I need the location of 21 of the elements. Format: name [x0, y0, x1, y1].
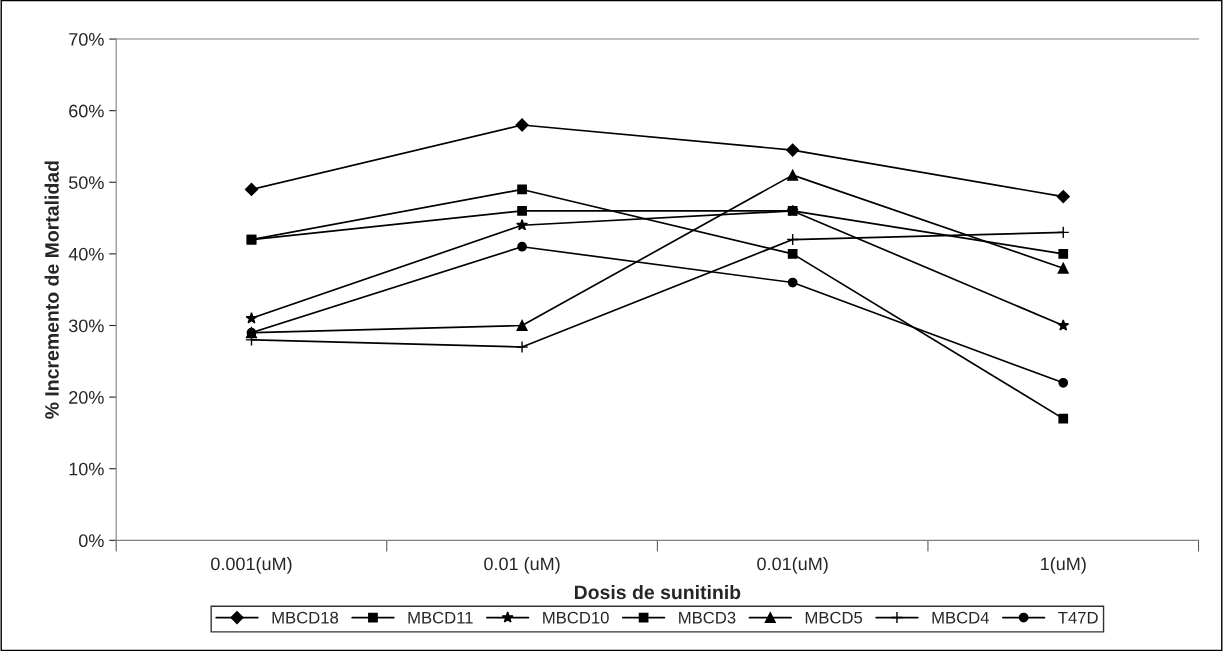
x-tick-label: 0.01 (uM)	[484, 557, 560, 574]
x-tick-label: 0.01(uM)	[757, 557, 828, 574]
legend-label: MBCD4	[932, 611, 989, 624]
legend-label: MBCD10	[543, 611, 609, 624]
y-tick-label: 40%	[68, 247, 104, 261]
legend-label: T47D	[1058, 611, 1098, 624]
y-tick-label: 50%	[68, 176, 104, 189]
x-tick-label: 1(uM)	[1041, 557, 1086, 574]
legend-label: MBCD3	[679, 611, 736, 624]
y-tick-label: 30%	[68, 319, 104, 333]
y-tick-label: 0%	[78, 534, 104, 548]
legend-label: MBCD18	[272, 611, 339, 624]
legend-label: MBCD11	[408, 611, 473, 624]
y-tick-label: 70%	[69, 32, 104, 46]
y-tick-label: 10%	[69, 462, 104, 476]
x-tick-label: 0.001(uM)	[211, 557, 292, 574]
x-axis-title: Dosis de sunitinib	[574, 584, 741, 600]
y-axis-title: % Incremento de Mortalidad	[44, 161, 59, 419]
legend-label: MBCD5	[805, 611, 863, 624]
y-tick-label: 20%	[69, 391, 104, 404]
y-tick-label: 60%	[69, 104, 104, 118]
